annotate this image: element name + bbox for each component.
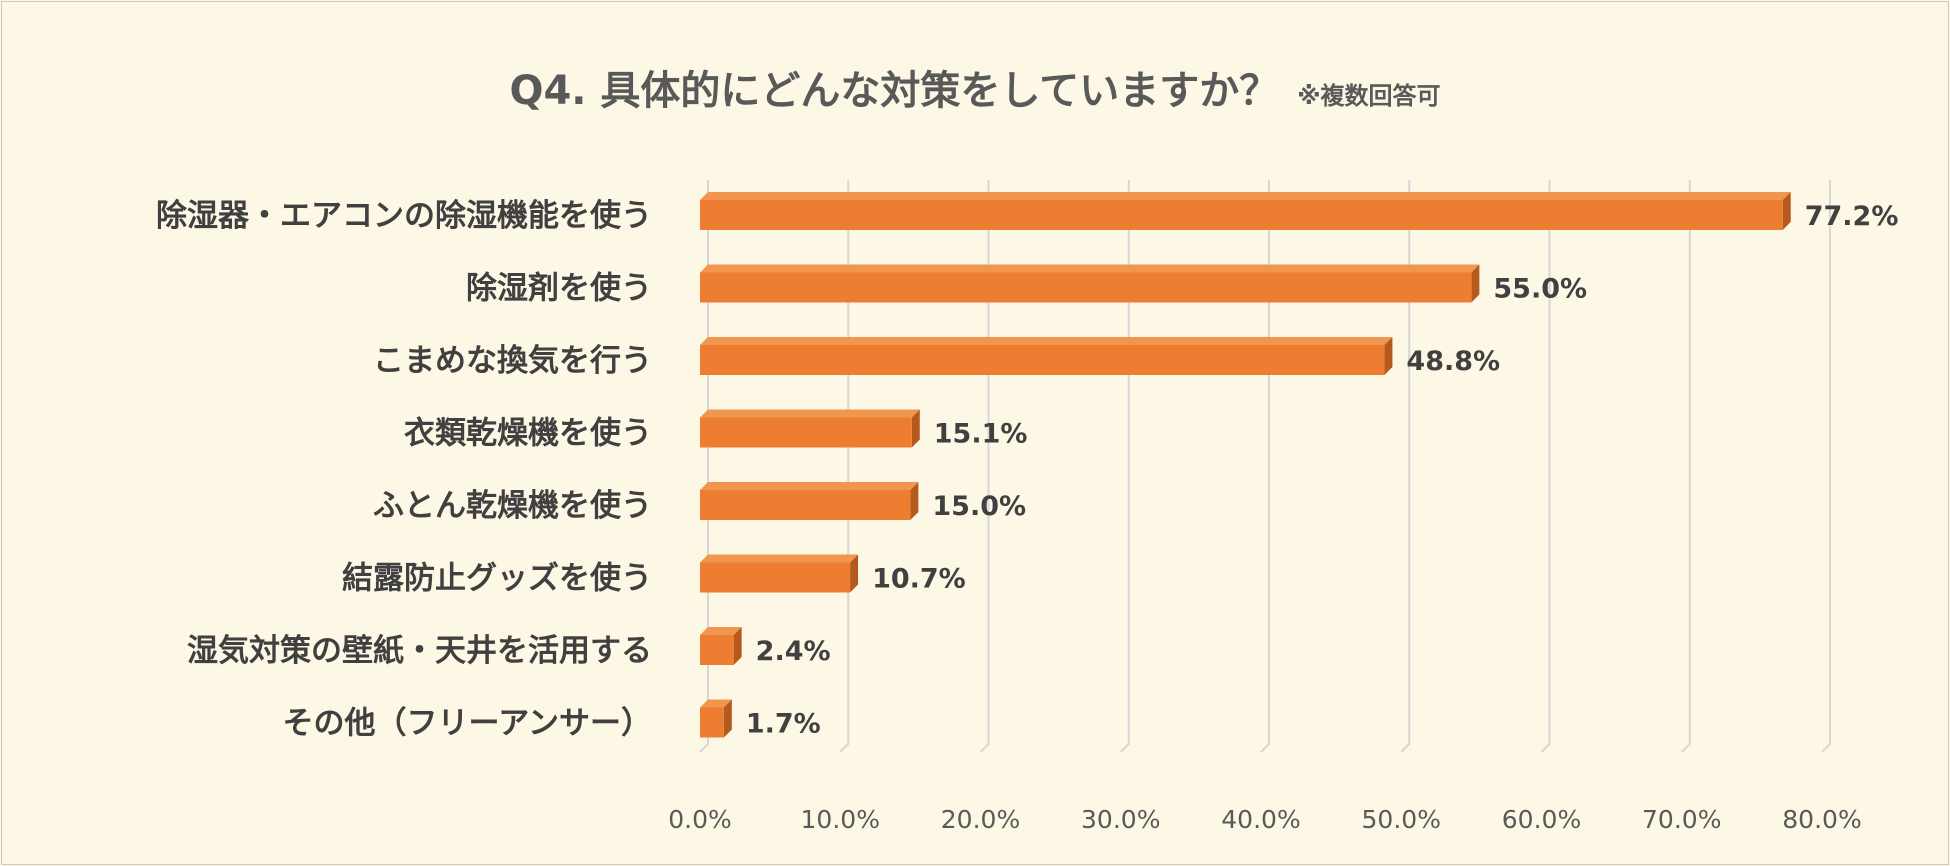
category-label: ふとん乾燥機を使う	[373, 488, 652, 524]
bar-front-face	[700, 635, 734, 665]
data-label: 1.7%	[746, 709, 821, 740]
x-tick-label: 0.0%	[668, 805, 732, 834]
x-tick-label: 40.0%	[1221, 805, 1300, 834]
x-tick-label: 60.0%	[1502, 805, 1581, 834]
gridline	[1540, 180, 1551, 753]
x-tick-label: 10.0%	[801, 805, 880, 834]
category-label: 除湿器・エアコンの除湿機能を使う	[156, 198, 652, 234]
bar-top-face	[700, 554, 859, 563]
category-label: 除湿剤を使う	[466, 271, 652, 307]
bar-side-face	[733, 627, 742, 665]
gridline	[1821, 180, 1831, 753]
bar-front-face	[700, 490, 911, 520]
bar-top-face	[700, 264, 1480, 273]
labels: 0.0% 10.0% 20.0% 30.0% 40.0% 50.0% 60.0% 70.0% 8…	[156, 198, 1898, 834]
bar-front-face	[700, 200, 1783, 230]
chart-title-block: Q4. 具体的にどんな対策をしていますか？ ※複数回答可	[0, 58, 1950, 116]
bar-side-face	[723, 699, 732, 738]
category-label: 結露防止グッズを使う	[342, 561, 652, 597]
bar	[700, 482, 919, 520]
category-label: 衣類乾燥機を使う	[404, 416, 652, 452]
bar-top-face	[700, 192, 1791, 200]
data-label: 15.0%	[932, 491, 1026, 522]
bar-front-face	[700, 562, 851, 593]
bar-side-face	[1384, 337, 1393, 375]
bar-side-face	[911, 409, 920, 448]
bar	[700, 337, 1393, 375]
bar-front-face	[700, 417, 912, 448]
bar	[700, 192, 1791, 230]
data-label: 48.8%	[1406, 346, 1500, 377]
x-tick-label: 30.0%	[1081, 805, 1160, 834]
category-label: その他（フリーアンサー）	[282, 706, 652, 742]
chart-subtitle: ※複数回答可	[1297, 82, 1441, 110]
bar	[700, 264, 1480, 303]
bar-top-face	[700, 699, 732, 708]
bar-front-face	[700, 272, 1472, 303]
data-label: 10.7%	[872, 564, 966, 595]
category-label: こまめな換気を行う	[373, 343, 652, 379]
bar-top-face	[700, 409, 920, 418]
bar-side-face	[1471, 264, 1480, 303]
data-label: 77.2%	[1805, 201, 1899, 232]
x-tick-label: 80.0%	[1782, 805, 1861, 834]
chart-title: Q4. 具体的にどんな対策をしていますか？	[509, 68, 1280, 114]
bar	[700, 699, 732, 738]
x-tick-label: 20.0%	[941, 805, 1020, 834]
bar-side-face	[910, 482, 919, 520]
bar	[700, 554, 859, 593]
category-label: 湿気対策の壁紙・天井を活用する	[187, 633, 652, 669]
bar-front-face	[700, 707, 724, 738]
data-label: 2.4%	[756, 636, 831, 667]
bar	[700, 409, 920, 448]
gridline	[1400, 180, 1411, 753]
bar-top-face	[700, 337, 1393, 345]
x-tick-label: 70.0%	[1642, 805, 1721, 834]
bar-top-face	[700, 627, 742, 635]
bar-top-face	[700, 482, 919, 490]
bar	[700, 627, 742, 665]
bars	[700, 192, 1791, 738]
bar-front-face	[700, 345, 1385, 375]
x-tick-label: 50.0%	[1362, 805, 1441, 834]
data-label: 15.1%	[934, 419, 1028, 450]
gridline	[1681, 180, 1691, 753]
data-label: 55.0%	[1493, 274, 1587, 305]
bar-side-face	[850, 554, 859, 593]
bar-side-face	[1782, 192, 1791, 230]
